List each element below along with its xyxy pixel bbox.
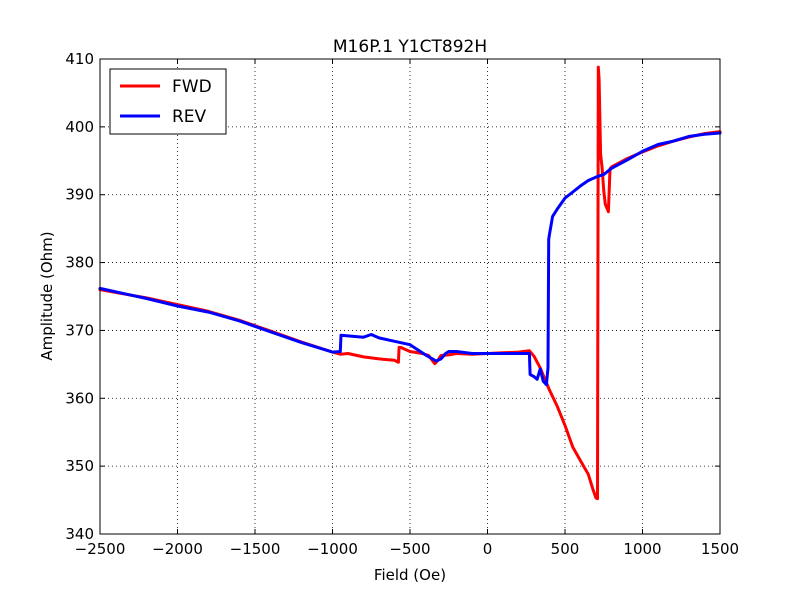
chart-title: M16P.1 Y1CT892H	[333, 37, 487, 57]
series-layer	[98, 65, 722, 501]
y-tick-label: 380	[65, 254, 94, 272]
x-axis-label: Field (Oe)	[374, 566, 446, 584]
y-tick-label: 350	[65, 457, 94, 475]
y-tick-label: 400	[65, 118, 94, 136]
legend-box	[109, 68, 227, 135]
series-line-rev	[98, 131, 722, 387]
y-tick-label: 410	[65, 50, 94, 68]
legend-label-fwd: FWD	[172, 77, 212, 97]
plot-frame	[99, 58, 721, 535]
y-tick-label: 370	[65, 321, 94, 339]
y-tick-label: 360	[65, 389, 94, 407]
tick-labels: −2500 −2000 −1500 −1000 −500 0 500 1000 1500 340 3…	[65, 50, 739, 558]
x-tick-label: −1500	[230, 540, 281, 558]
x-tick-label: −2000	[152, 540, 203, 558]
x-tick-label: −500	[389, 540, 430, 558]
y-tick-label: 340	[65, 525, 94, 543]
grid	[100, 59, 720, 534]
plot-background	[100, 59, 720, 534]
legend: FWD REV	[109, 68, 227, 135]
series-line-fwd	[98, 65, 722, 501]
x-tick-label: 1500	[701, 540, 739, 558]
x-tick-label: −2500	[75, 540, 126, 558]
legend-label-rev: REV	[172, 107, 207, 127]
x-tick-label: 0	[483, 540, 493, 558]
y-tick-label: 390	[65, 186, 94, 204]
x-tick-label: −1000	[307, 540, 358, 558]
x-tick-label: 1000	[623, 540, 661, 558]
x-tick-label: 500	[551, 540, 580, 558]
y-axis-label: Amplitude (Ohm)	[38, 231, 56, 360]
